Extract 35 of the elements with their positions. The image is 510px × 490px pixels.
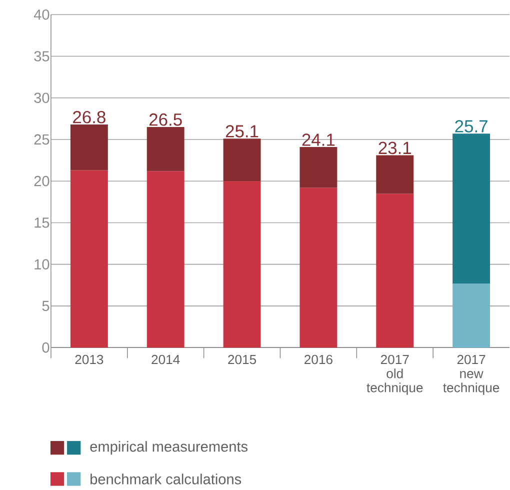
- x-tick-label: 2016: [304, 355, 332, 364]
- total-label: 25.7: [455, 120, 488, 133]
- legend-label: empirical measurements: [90, 441, 248, 455]
- total-label: 24.1: [302, 134, 335, 146]
- y-tick-label: 20: [34, 176, 50, 186]
- bar: [70, 124, 108, 170]
- bar: [70, 170, 108, 348]
- y-tick-label: 40: [34, 10, 50, 20]
- bar: [452, 284, 490, 348]
- bar: [300, 147, 338, 188]
- total-label: 26.5: [149, 114, 182, 126]
- x-tick-label: 2013: [75, 355, 104, 364]
- y-tick-label: 25: [34, 134, 50, 145]
- bar: [376, 155, 414, 194]
- total-label: 25.1: [226, 125, 258, 138]
- bar: [376, 194, 414, 348]
- y-tick-label: 30: [34, 92, 50, 104]
- bar: [300, 188, 338, 348]
- bar: [146, 127, 184, 172]
- bar: [146, 171, 184, 348]
- bar: [223, 181, 261, 348]
- bar: [452, 134, 490, 284]
- y-tick-label: 0: [42, 342, 50, 353]
- total-label: 23.1: [378, 142, 411, 154]
- y-tick-label: 10: [34, 259, 50, 270]
- legend-label: benchmark calculations: [90, 474, 242, 484]
- y-tick-label: 5: [42, 301, 50, 312]
- y-tick-label: 15: [34, 218, 50, 228]
- x-tick-label: 2017 old technique: [366, 355, 423, 396]
- x-tick-label: 2017 new technique: [443, 355, 500, 396]
- bar: [223, 138, 261, 182]
- x-tick-label: 2014: [152, 355, 180, 364]
- total-label: 26.8: [73, 111, 106, 124]
- y-tick-label: 35: [34, 51, 50, 62]
- x-tick-label: 2015: [228, 355, 256, 364]
